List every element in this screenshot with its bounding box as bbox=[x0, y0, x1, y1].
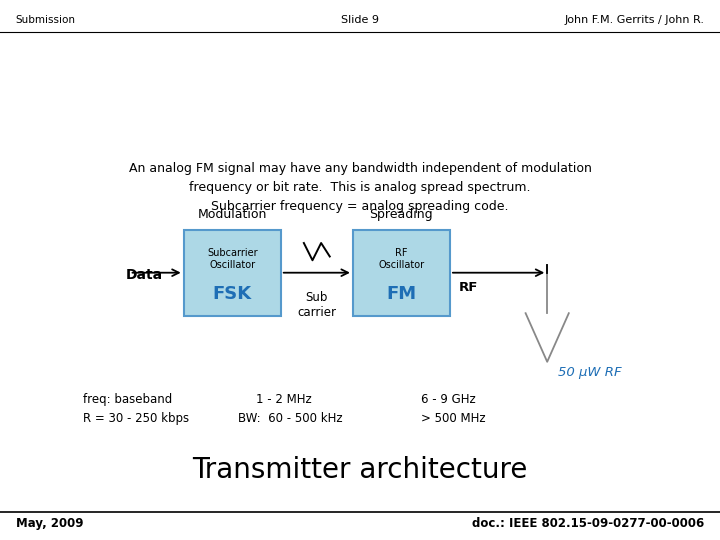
Text: FSK: FSK bbox=[212, 285, 252, 303]
Text: Sub
carrier: Sub carrier bbox=[297, 291, 336, 319]
Text: Subcarrier
Oscillator: Subcarrier Oscillator bbox=[207, 248, 258, 270]
Text: RF: RF bbox=[459, 281, 478, 294]
Text: Data: Data bbox=[126, 268, 163, 282]
Text: RF
Oscillator: RF Oscillator bbox=[378, 248, 425, 270]
Text: Spreading: Spreading bbox=[369, 208, 433, 221]
Text: R = 30 - 250 kbps: R = 30 - 250 kbps bbox=[83, 412, 189, 425]
Text: 50 μW RF: 50 μW RF bbox=[558, 366, 621, 379]
Text: FM: FM bbox=[387, 285, 416, 303]
Text: May, 2009: May, 2009 bbox=[16, 517, 84, 530]
Text: John F.M. Gerrits / John R.: John F.M. Gerrits / John R. bbox=[564, 15, 704, 25]
Text: BW:  60 - 500 kHz: BW: 60 - 500 kHz bbox=[238, 412, 342, 425]
Text: Submission: Submission bbox=[16, 15, 76, 25]
Text: Slide 9: Slide 9 bbox=[341, 15, 379, 25]
Text: Modulation: Modulation bbox=[197, 208, 267, 221]
Text: 1 - 2 MHz: 1 - 2 MHz bbox=[256, 393, 311, 406]
Text: doc.: IEEE 802.15-09-0277-00-0006: doc.: IEEE 802.15-09-0277-00-0006 bbox=[472, 517, 704, 530]
Text: Transmitter architecture: Transmitter architecture bbox=[192, 456, 528, 484]
Text: An analog FM signal may have any bandwidth independent of modulation
frequency o: An analog FM signal may have any bandwid… bbox=[129, 162, 591, 213]
FancyBboxPatch shape bbox=[353, 230, 450, 316]
Text: freq: baseband: freq: baseband bbox=[83, 393, 172, 406]
FancyBboxPatch shape bbox=[184, 230, 281, 316]
Text: 6 - 9 GHz: 6 - 9 GHz bbox=[421, 393, 476, 406]
Text: > 500 MHz: > 500 MHz bbox=[421, 412, 486, 425]
